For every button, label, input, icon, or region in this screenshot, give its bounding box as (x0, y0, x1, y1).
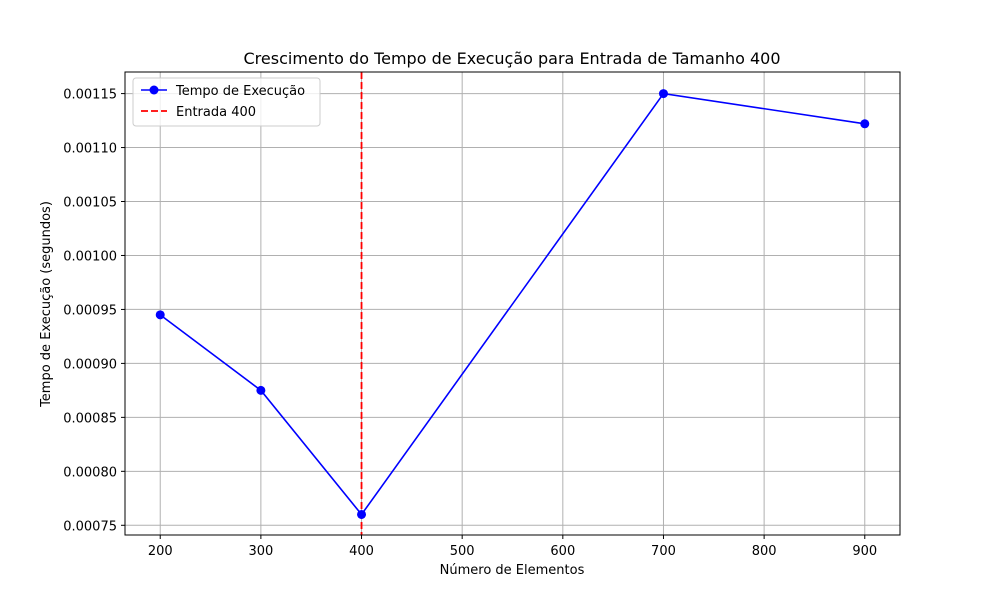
x-tick-label: 800 (752, 544, 777, 559)
legend-label: Entrada 400 (176, 105, 256, 120)
data-point (357, 509, 367, 519)
x-tick-label: 500 (450, 544, 475, 559)
y-tick-label: 0.00075 (63, 519, 117, 534)
x-tick-label: 200 (148, 544, 173, 559)
y-tick-label: 0.00100 (63, 249, 117, 264)
legend: Tempo de Execução Entrada 400 (132, 77, 321, 127)
data-point (658, 89, 668, 99)
x-axis-label: Número de Elementos (440, 563, 585, 578)
x-tick-label: 300 (248, 544, 273, 559)
data-point (860, 119, 870, 129)
legend-label: Tempo de Execução (175, 84, 305, 99)
x-tick-label: 700 (651, 544, 676, 559)
y-tick-label: 0.00115 (63, 88, 117, 103)
x-tick-label: 900 (852, 544, 877, 559)
series-line-tempo-de-execucao (159, 92, 865, 516)
y-tick-label: 0.00095 (63, 303, 117, 318)
plot-frame (124, 71, 901, 536)
legend-marker-swatch (149, 85, 159, 95)
chart-title: Crescimento do Tempo de Execução para En… (244, 49, 781, 68)
series-layer (155, 89, 870, 519)
y-axis-label: Tempo de Execução (segundos) (39, 201, 54, 408)
data-point (256, 385, 266, 395)
legend-box (132, 77, 321, 127)
x-axis-ticks: 200 300 400 500 600 700 800 900 (148, 535, 877, 559)
y-axis-ticks: 0.00075 0.00080 0.00085 0.00090 0.00095 0.001… (63, 88, 125, 534)
y-tick-label: 0.00085 (63, 411, 117, 426)
y-tick-label: 0.00110 (63, 142, 117, 157)
y-tick-label: 0.00090 (63, 357, 117, 372)
x-tick-label: 400 (349, 544, 374, 559)
grid (125, 72, 900, 535)
y-tick-label: 0.00080 (63, 465, 117, 480)
data-point (155, 310, 165, 320)
x-tick-label: 600 (550, 544, 575, 559)
y-tick-label: 0.00105 (63, 196, 117, 211)
